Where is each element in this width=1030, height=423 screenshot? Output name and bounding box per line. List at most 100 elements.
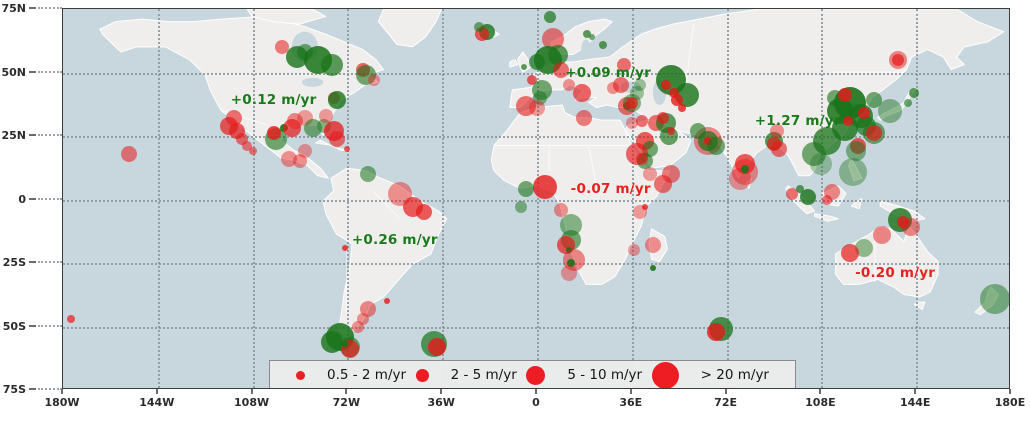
land-greenland bbox=[378, 9, 441, 47]
data-point-decline bbox=[529, 100, 545, 117]
legend-item: 0.5 - 2 m/yr bbox=[296, 367, 406, 383]
data-point-decline bbox=[657, 112, 670, 125]
x-tick-label: 108E bbox=[805, 396, 836, 409]
x-tick bbox=[155, 389, 158, 394]
y-tick bbox=[29, 7, 36, 9]
data-point-decline bbox=[344, 145, 351, 152]
data-point-rise bbox=[908, 87, 919, 98]
data-point-decline bbox=[625, 117, 638, 130]
data-point-decline bbox=[562, 79, 575, 92]
y-tick bbox=[29, 324, 36, 327]
legend-item: 5 - 10 m/yr bbox=[526, 365, 642, 385]
data-point-decline bbox=[841, 243, 860, 262]
data-point-rise bbox=[589, 33, 596, 40]
data-point-rise bbox=[854, 238, 873, 257]
data-point-decline bbox=[654, 175, 673, 194]
data-point-decline bbox=[66, 314, 75, 323]
data-point-rise bbox=[532, 90, 547, 105]
data-point-rise bbox=[904, 98, 913, 107]
data-point-decline bbox=[286, 112, 303, 129]
y-tick-leader bbox=[38, 388, 62, 390]
legend: 0.5 - 2 m/yr 2 - 5 m/yr 5 - 10 m/yr > 20 m/… bbox=[269, 360, 796, 388]
data-point-decline bbox=[516, 95, 537, 116]
data-point-decline bbox=[616, 57, 631, 72]
y-tick-leader bbox=[38, 70, 62, 73]
data-point-decline bbox=[341, 244, 348, 251]
data-point-rise bbox=[515, 201, 528, 214]
data-point-rise bbox=[598, 40, 607, 49]
y-tick bbox=[29, 70, 36, 73]
data-point-decline bbox=[552, 61, 569, 78]
data-point-rise bbox=[320, 53, 343, 76]
data-point-decline bbox=[266, 126, 281, 141]
gridline-meridian bbox=[916, 9, 919, 388]
legend-dot-icon bbox=[526, 365, 546, 385]
data-point-decline bbox=[769, 123, 784, 138]
data-point-decline bbox=[866, 125, 883, 142]
data-point-rise bbox=[877, 98, 902, 123]
y-tick-label: 50S bbox=[2, 319, 26, 333]
trend-annotation: -0.20 m/yr bbox=[855, 265, 936, 282]
data-point-rise bbox=[649, 265, 656, 272]
gridline-parallel bbox=[63, 199, 1009, 202]
legend-label: 2 - 5 m/yr bbox=[450, 367, 517, 383]
y-tick-label: 25N bbox=[1, 129, 26, 142]
gridline-meridian bbox=[157, 9, 160, 388]
land-arctic-islands bbox=[247, 9, 326, 24]
legend-label: > 20 m/yr bbox=[700, 367, 769, 383]
x-tick bbox=[250, 389, 253, 394]
data-point-rise bbox=[633, 79, 646, 92]
data-point-rise bbox=[341, 341, 348, 348]
data-point-decline bbox=[857, 107, 870, 120]
data-point-rise bbox=[518, 181, 535, 198]
data-point-rise bbox=[474, 21, 485, 32]
y-tick-label: 50N bbox=[1, 65, 26, 79]
y-tick bbox=[29, 261, 36, 263]
data-point-decline bbox=[242, 141, 253, 152]
y-tick-label: 75S bbox=[2, 383, 26, 396]
data-point-decline bbox=[644, 237, 661, 254]
y-tick-label: 25S bbox=[2, 256, 26, 269]
x-tick-label: 0 bbox=[532, 396, 540, 409]
data-point-decline bbox=[891, 53, 904, 66]
land-africa bbox=[491, 105, 670, 284]
data-point-rise bbox=[839, 157, 867, 186]
data-point-rise bbox=[360, 166, 377, 183]
data-point-decline bbox=[821, 194, 832, 205]
x-tick-label: 144W bbox=[139, 396, 175, 409]
x-tick-label: 108W bbox=[234, 396, 270, 409]
data-point-decline bbox=[576, 110, 593, 127]
x-tick bbox=[440, 389, 443, 394]
x-tick bbox=[914, 389, 917, 394]
trend-annotation: +1.27 m/yr bbox=[754, 112, 841, 129]
data-point-decline bbox=[319, 108, 334, 123]
gridline-parallel bbox=[63, 136, 1009, 138]
data-point-decline bbox=[293, 154, 307, 169]
data-point-rise bbox=[796, 185, 805, 194]
data-point-decline bbox=[560, 265, 577, 282]
data-point-decline bbox=[842, 115, 853, 126]
y-tick bbox=[29, 134, 36, 136]
x-tick bbox=[535, 389, 537, 394]
gridline-meridian bbox=[537, 9, 539, 388]
land-sri-lanka bbox=[746, 178, 751, 188]
data-point-rise bbox=[529, 54, 545, 71]
legend-item: 2 - 5 m/yr bbox=[415, 367, 517, 383]
data-point-decline bbox=[357, 312, 370, 325]
data-point-rise bbox=[320, 330, 343, 353]
x-tick bbox=[345, 389, 348, 394]
data-point-rise bbox=[741, 165, 750, 174]
data-point-decline bbox=[838, 88, 853, 103]
land-ireland bbox=[510, 60, 518, 68]
data-point-decline bbox=[526, 75, 537, 86]
data-point-rise bbox=[520, 64, 527, 71]
trend-annotation: +0.26 m/yr bbox=[351, 232, 438, 249]
x-tick-label: 72W bbox=[332, 396, 361, 409]
land-java bbox=[815, 214, 839, 222]
y-tick-leader bbox=[38, 324, 62, 327]
legend-dot-icon bbox=[651, 361, 679, 388]
data-point-decline bbox=[643, 167, 658, 182]
data-point-decline bbox=[367, 74, 380, 87]
data-point-rise bbox=[567, 259, 576, 267]
